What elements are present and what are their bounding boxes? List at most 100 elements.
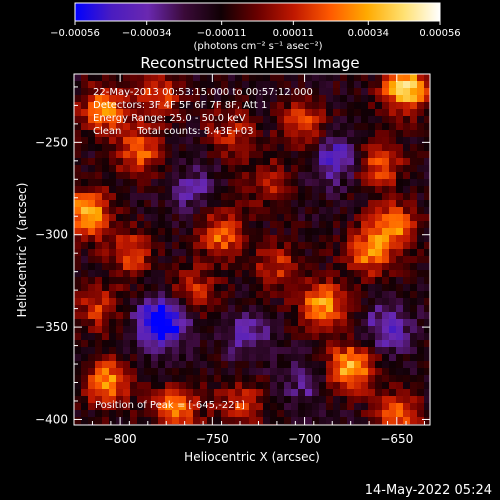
heatmap-cell (396, 151, 403, 158)
heatmap-cell (235, 326, 242, 333)
heatmap-cell (403, 95, 410, 102)
heatmap-cell (375, 410, 382, 417)
heatmap-cell (305, 410, 312, 417)
heatmap-cell (347, 74, 354, 81)
heatmap-cell (144, 368, 151, 375)
heatmap-cell (347, 354, 354, 361)
heatmap-cell (291, 123, 298, 130)
heatmap-cell (284, 221, 291, 228)
heatmap-cell (417, 151, 424, 158)
heatmap-cell (375, 144, 382, 151)
heatmap-cell (361, 228, 368, 235)
heatmap-cell (354, 214, 361, 221)
heatmap-cell (193, 207, 200, 214)
heatmap-cell (81, 179, 88, 186)
heatmap-cell (172, 284, 179, 291)
heatmap-cell (109, 109, 116, 116)
heatmap-cell (375, 368, 382, 375)
heatmap-cell (368, 165, 375, 172)
heatmap-cell (291, 207, 298, 214)
heatmap-cell (340, 277, 347, 284)
heatmap-cell (109, 284, 116, 291)
heatmap-cell (130, 144, 137, 151)
heatmap-cell (179, 270, 186, 277)
heatmap-cell (326, 270, 333, 277)
peak-position-label: Position of Peak = [-645,-221] (95, 400, 245, 411)
heatmap-cell (375, 375, 382, 382)
heatmap-cell (291, 214, 298, 221)
heatmap-cell (382, 396, 389, 403)
heatmap-cell (144, 382, 151, 389)
heatmap-cell (165, 102, 172, 109)
heatmap-cell (375, 137, 382, 144)
heatmap-cell (340, 319, 347, 326)
heatmap-cell (200, 88, 207, 95)
heatmap-cell (417, 179, 424, 186)
heatmap-cell (403, 207, 410, 214)
heatmap-cell (368, 137, 375, 144)
heatmap-cell (123, 165, 130, 172)
heatmap-cell (186, 382, 193, 389)
heatmap-cell (144, 74, 151, 81)
heatmap-cell (305, 95, 312, 102)
heatmap-cell (193, 249, 200, 256)
heatmap-cell (151, 235, 158, 242)
heatmap-cell (235, 249, 242, 256)
heatmap-cell (375, 95, 382, 102)
heatmap-cell (137, 263, 144, 270)
heatmap-cell (256, 417, 263, 424)
heatmap-cell (424, 235, 430, 242)
heatmap-cell (95, 277, 102, 284)
heatmap-cell (319, 221, 326, 228)
heatmap-cell (347, 214, 354, 221)
heatmap-cell (249, 396, 256, 403)
heatmap-cell (242, 123, 249, 130)
heatmap-cell (389, 130, 396, 137)
heatmap-cell (214, 88, 221, 95)
heatmap-cell (165, 368, 172, 375)
heatmap-cell (284, 130, 291, 137)
heatmap-cell (403, 200, 410, 207)
heatmap-cell (235, 242, 242, 249)
heatmap-cell (410, 137, 417, 144)
heatmap-cell (137, 291, 144, 298)
y-axis-label: Heliocentric Y (arcsec) (15, 183, 29, 318)
heatmap-cell (326, 319, 333, 326)
heatmap-cell (305, 256, 312, 263)
heatmap-cell (214, 347, 221, 354)
heatmap-cell (347, 165, 354, 172)
heatmap-cell (74, 263, 81, 270)
heatmap-cell (354, 144, 361, 151)
heatmap-cell (116, 417, 123, 424)
heatmap-cell (109, 263, 116, 270)
heatmap-cell (74, 403, 81, 410)
heatmap-cell (291, 179, 298, 186)
heatmap-cell (81, 221, 88, 228)
heatmap-cell (249, 249, 256, 256)
heatmap-cell (137, 81, 144, 88)
heatmap-cell (144, 319, 151, 326)
heatmap-cell (410, 235, 417, 242)
heatmap-cell (284, 95, 291, 102)
heatmap-cell (102, 305, 109, 312)
heatmap-cell (165, 417, 172, 424)
heatmap-cell (284, 333, 291, 340)
heatmap-cell (235, 291, 242, 298)
heatmap-cell (410, 151, 417, 158)
heatmap-cell (396, 417, 403, 424)
heatmap-cell (137, 235, 144, 242)
heatmap-cell (424, 340, 430, 347)
heatmap-cell (326, 305, 333, 312)
heatmap-cell (403, 186, 410, 193)
heatmap-cell (228, 88, 235, 95)
heatmap-cell (263, 284, 270, 291)
heatmap-cell (256, 81, 263, 88)
heatmap-cell (88, 347, 95, 354)
heatmap-cell (277, 291, 284, 298)
heatmap-cell (347, 270, 354, 277)
heatmap-cell (284, 165, 291, 172)
heatmap-cell (88, 277, 95, 284)
heatmap-cell (193, 403, 200, 410)
heatmap-cell (228, 144, 235, 151)
heatmap-cell (172, 277, 179, 284)
